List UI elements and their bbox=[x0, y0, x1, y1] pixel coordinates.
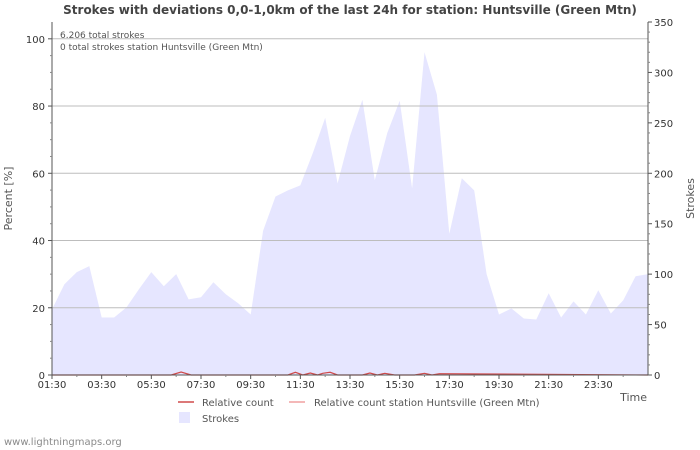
y-right-tick-label: 300 bbox=[654, 68, 673, 79]
legend-label-relative-count: Relative count bbox=[202, 398, 274, 409]
y-left-tick-label: 100 bbox=[26, 35, 45, 46]
info-line: 6.206 total strokes bbox=[60, 31, 145, 41]
y-left-tick-label: 0 bbox=[39, 371, 45, 382]
info-line: 0 total strokes station Huntsville (Gree… bbox=[60, 43, 263, 53]
y-right-tick-label: 0 bbox=[654, 371, 660, 382]
y-right-tick-label: 100 bbox=[654, 270, 673, 281]
y-right-axis-title: Strokes bbox=[684, 178, 697, 219]
y-left-tick-label: 80 bbox=[32, 102, 45, 113]
x-tick-label: 15:30 bbox=[385, 380, 414, 391]
x-tick-label: 19:30 bbox=[485, 380, 514, 391]
x-tick-label: 03:30 bbox=[87, 380, 116, 391]
x-tick-label: 01:30 bbox=[38, 380, 67, 391]
y-right-tick-label: 50 bbox=[654, 321, 667, 332]
y-left-tick-label: 60 bbox=[32, 169, 45, 180]
x-tick-label: 21:30 bbox=[534, 380, 563, 391]
legend-label-strokes: Strokes bbox=[202, 414, 239, 425]
x-axis-title: Time bbox=[619, 391, 647, 404]
x-tick-label: 17:30 bbox=[435, 380, 464, 391]
y-left-tick-label: 40 bbox=[32, 237, 45, 248]
x-tick-label: 05:30 bbox=[137, 380, 166, 391]
x-tick-label: 07:30 bbox=[187, 380, 216, 391]
x-tick-label: 13:30 bbox=[336, 380, 365, 391]
y-right-tick-label: 150 bbox=[654, 220, 673, 231]
y-left-tick-label: 20 bbox=[32, 304, 45, 315]
x-tick-label: 11:30 bbox=[286, 380, 315, 391]
footer-credit[interactable]: www.lightningmaps.org bbox=[4, 437, 122, 448]
y-right-tick-label: 350 bbox=[654, 18, 673, 29]
x-tick-label: 23:30 bbox=[584, 380, 613, 391]
x-tick-label: 09:30 bbox=[236, 380, 265, 391]
strokes-area bbox=[52, 52, 648, 376]
y-right-tick-label: 250 bbox=[654, 119, 673, 130]
legend-swatch-strokes bbox=[179, 412, 190, 423]
y-right-tick-label: 200 bbox=[654, 169, 673, 180]
chart-title: Strokes with deviations 0,0-1,0km of the… bbox=[63, 3, 637, 17]
legend-label-relative-count-station: Relative count station Huntsville (Green… bbox=[314, 398, 540, 409]
y-left-axis-title: Percent [%] bbox=[2, 167, 15, 231]
